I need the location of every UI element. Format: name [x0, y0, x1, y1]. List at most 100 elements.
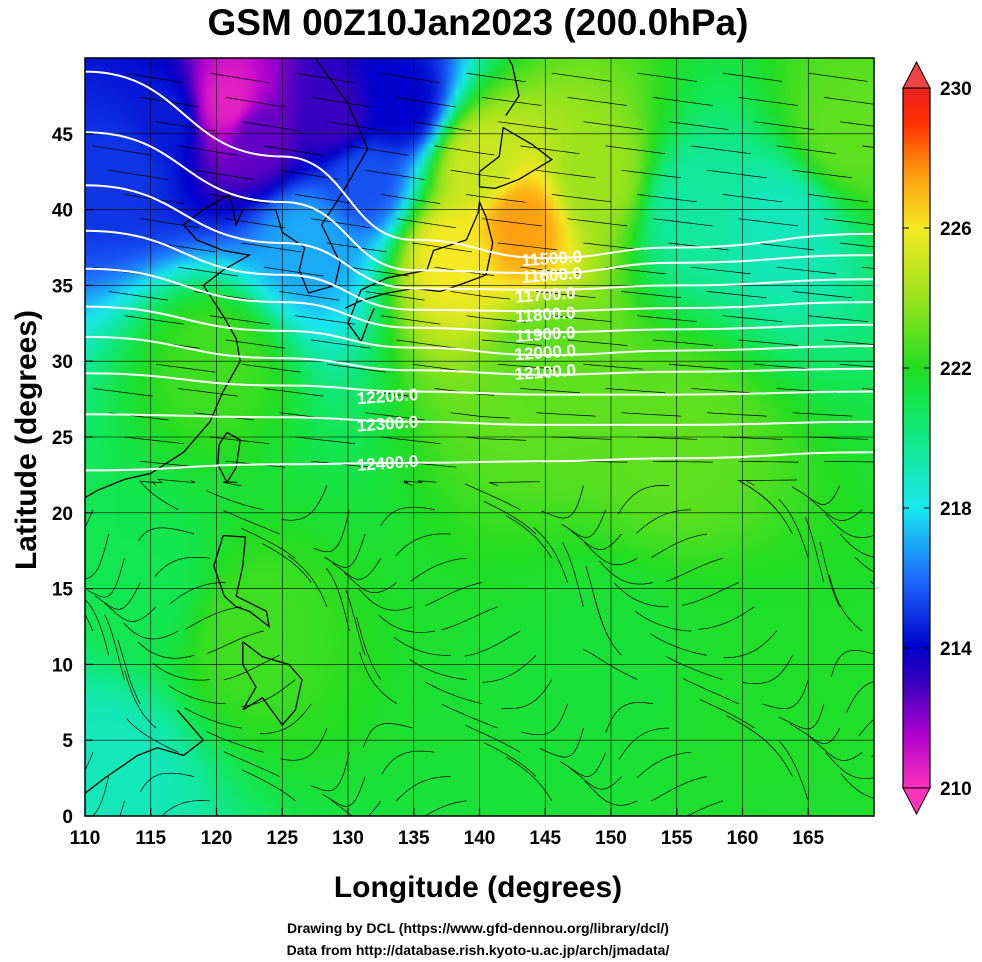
streamline [653, 218, 713, 227]
streamline [854, 556, 874, 573]
streamline [668, 121, 729, 130]
streamline [331, 800, 382, 816]
streamline [425, 681, 483, 705]
streamline [380, 506, 435, 526]
streamline [441, 606, 499, 631]
streamline [396, 776, 451, 802]
streamline [653, 339, 713, 346]
x-tick-label: 120 [201, 828, 233, 849]
contour-line [85, 335, 874, 376]
streamline [91, 776, 110, 816]
streamline [311, 97, 371, 108]
streamline [570, 530, 622, 550]
streamline [410, 557, 467, 582]
streamline [380, 72, 441, 84]
streamline [668, 363, 729, 370]
streamline [484, 742, 537, 777]
streamline [551, 315, 612, 323]
streamline [637, 194, 697, 203]
streamline [653, 97, 713, 106]
streamline [466, 436, 527, 441]
streamline [541, 485, 584, 519]
y-tick-label: 25 [52, 428, 74, 449]
streamline [551, 436, 612, 440]
streamline [119, 800, 125, 816]
contour-label: 11700.0 [514, 283, 576, 306]
streamline [706, 291, 767, 299]
streamline [412, 242, 472, 253]
streamline [726, 715, 777, 753]
x-tick-label: 115 [135, 828, 166, 849]
streamline [178, 266, 238, 277]
streamline [858, 718, 874, 737]
streamline [260, 703, 312, 734]
streamline [584, 780, 638, 806]
streamline [365, 291, 425, 301]
contour-line [85, 131, 874, 275]
colorbar-tick-label: 222 [940, 359, 972, 380]
contour-line [85, 70, 874, 260]
streamline [450, 412, 511, 419]
streamline [651, 533, 708, 558]
streamline [326, 121, 387, 132]
streamline [380, 436, 441, 445]
streamline [636, 751, 692, 779]
streamline [92, 388, 153, 397]
streamline [295, 72, 355, 84]
streamline [809, 737, 863, 761]
contour-label: 12400.0 [356, 452, 419, 475]
streamline [434, 145, 495, 156]
streamline [535, 169, 596, 179]
streamline [792, 412, 853, 417]
streamline [263, 388, 324, 397]
y-tick-label: 0 [62, 807, 73, 828]
streamline [223, 481, 242, 486]
streamline [154, 556, 210, 577]
streamline [137, 641, 195, 659]
streamline [621, 412, 682, 417]
streamline [637, 436, 698, 440]
colorbar-max-arrow [902, 60, 931, 89]
contour-label: 12100.0 [514, 361, 577, 384]
streamline [450, 169, 510, 180]
streamline [483, 500, 537, 535]
streamline [358, 588, 413, 611]
streamline [209, 436, 270, 445]
streamline [706, 169, 767, 179]
streamline [225, 218, 286, 229]
streamline [279, 169, 339, 180]
streamline [124, 315, 184, 325]
streamline [396, 97, 456, 108]
streamline [441, 703, 499, 729]
streamline [617, 485, 669, 515]
streamline [424, 800, 467, 816]
streamline [356, 617, 382, 680]
streamline [742, 655, 793, 684]
y-tick-label: 45 [52, 125, 74, 146]
streamline [839, 121, 874, 127]
streamline [155, 121, 216, 132]
coastline [505, 58, 520, 116]
streamline [380, 194, 441, 204]
streamline [85, 613, 94, 632]
chart-title: GSM 00Z10Jan2023 (200.0hPa) [208, 2, 749, 43]
x-axis: 110 115 120 125 130 135 140 145 150 155 160 165 [70, 808, 825, 849]
streamline [393, 636, 451, 656]
x-tick-label: 145 [529, 828, 561, 849]
streamline [722, 315, 783, 323]
streamline [722, 72, 783, 82]
streamline [539, 728, 584, 758]
streamline [925, 122, 982, 130]
streamline [754, 363, 815, 370]
streamline [209, 315, 270, 325]
streamline [178, 145, 238, 156]
streamline [567, 339, 628, 346]
streamline [241, 679, 296, 708]
x-tick-label: 110 [70, 828, 101, 849]
streamline [140, 772, 195, 792]
streamline [139, 480, 179, 511]
streamline [311, 218, 371, 229]
streamline [653, 460, 713, 463]
streamline [466, 315, 526, 323]
streamline [466, 72, 526, 83]
